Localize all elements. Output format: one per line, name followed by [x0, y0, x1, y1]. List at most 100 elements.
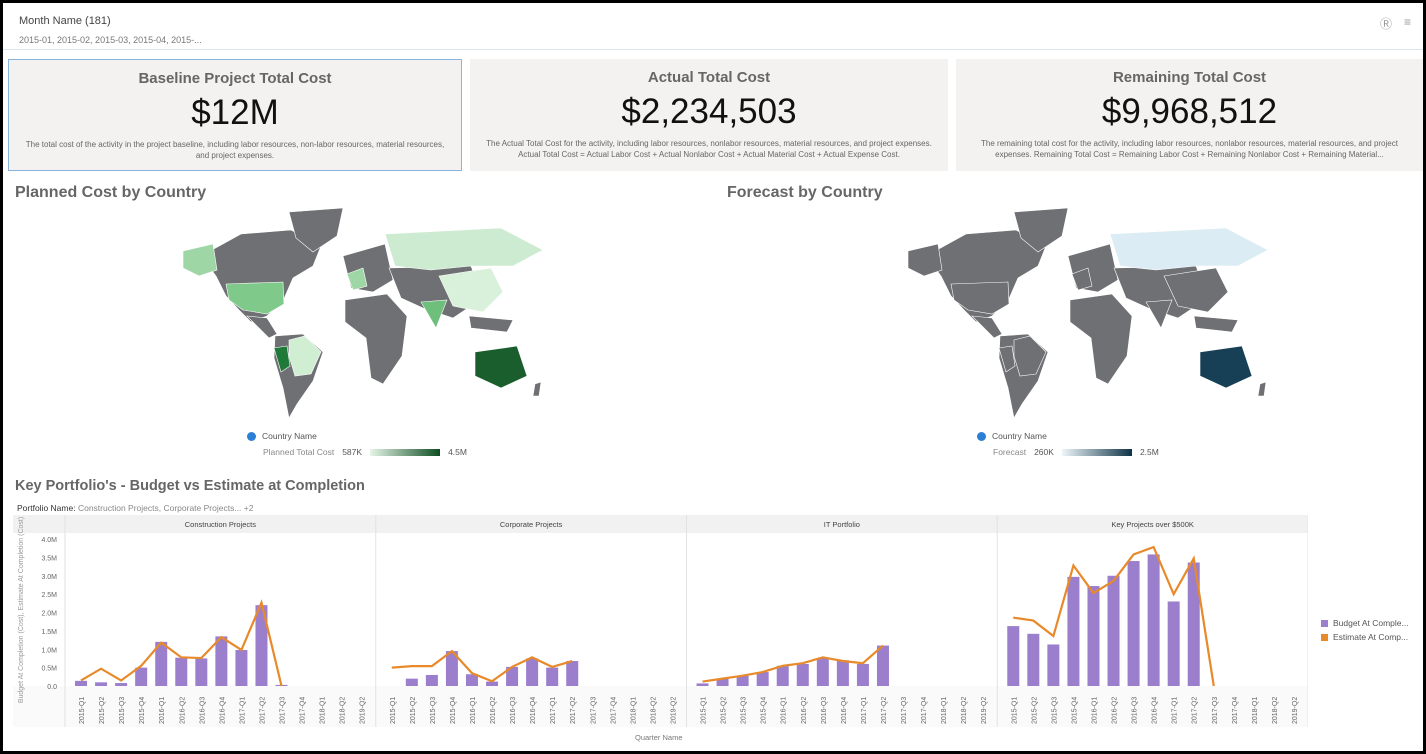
budget-bar[interactable]	[796, 663, 809, 686]
country-europe-west[interactable]	[346, 267, 368, 291]
country-russia[interactable]	[1109, 227, 1269, 271]
country-india[interactable]	[420, 299, 448, 329]
budget-bar[interactable]	[1107, 575, 1120, 686]
country-australia[interactable]	[474, 345, 528, 389]
budget-bar[interactable]	[1127, 561, 1140, 686]
country-greenland[interactable]	[1013, 207, 1069, 253]
month-name-filter[interactable]: Month Name (181) 2015-01, 2015-02, 2015-…	[19, 15, 202, 45]
budget-bar[interactable]	[716, 678, 729, 686]
country-china[interactable]	[1163, 267, 1229, 313]
country-peru[interactable]	[998, 345, 1016, 373]
country-europe-west[interactable]	[1071, 267, 1093, 291]
country-brazil[interactable]	[288, 335, 322, 377]
budget-bar[interactable]	[696, 683, 709, 686]
x-axis-title: Quarter Name	[635, 733, 683, 742]
legend-label: Budget At Comple...	[1333, 618, 1409, 628]
budget-bar[interactable]	[75, 680, 88, 686]
kpi-card-remaining[interactable]: Remaining Total Cost $9,968,512 The rema…	[956, 59, 1423, 171]
estimate-line[interactable]	[702, 644, 884, 683]
budget-bar[interactable]	[95, 682, 108, 686]
country-new-zealand[interactable]	[532, 381, 542, 397]
budget-bar[interactable]	[1067, 576, 1080, 686]
kpi-card-actual[interactable]: Actual Total Cost $2,234,503 The Actual …	[470, 59, 948, 171]
budget-bar[interactable]	[1087, 586, 1100, 686]
budget-bar[interactable]	[115, 683, 128, 686]
budget-bar[interactable]	[1027, 633, 1040, 686]
kpi-card-baseline[interactable]: Baseline Project Total Cost $12M The tot…	[8, 59, 462, 171]
budget-bar[interactable]	[465, 674, 478, 686]
x-tick-label: 2019-Q2	[670, 697, 677, 724]
filter-values: 2015-01, 2015-02, 2015-03, 2015-04, 2015…	[19, 35, 202, 45]
x-tick-label: 2016-Q1	[1091, 697, 1098, 724]
budget-bar[interactable]	[155, 641, 168, 686]
estimate-line[interactable]	[1013, 545, 1215, 687]
country-europe[interactable]	[342, 243, 394, 293]
country-india[interactable]	[1145, 299, 1173, 329]
country-central-america[interactable]	[246, 315, 278, 339]
budget-bar[interactable]	[135, 667, 148, 686]
budget-bar[interactable]	[195, 658, 208, 686]
budget-bar[interactable]	[1187, 562, 1200, 686]
country-peru[interactable]	[273, 345, 291, 373]
country-southeast-asia[interactable]	[468, 315, 514, 333]
kpi-description: The remaining total cost for the activit…	[981, 139, 1398, 159]
country-china[interactable]	[438, 267, 504, 313]
country-us[interactable]	[225, 281, 285, 315]
budget-bar[interactable]	[1147, 554, 1160, 686]
budget-bar[interactable]	[1167, 601, 1180, 686]
budget-bar[interactable]	[876, 645, 889, 686]
budget-bar[interactable]	[175, 657, 188, 686]
legend-label: Estimate At Comp...	[1333, 632, 1409, 642]
forecast-map-legend: Country Name Forecast 260K 2.5M	[977, 431, 1159, 457]
planned-cost-map[interactable]	[171, 206, 551, 421]
budget-bar[interactable]	[856, 663, 869, 686]
country-russia[interactable]	[384, 227, 544, 271]
country-central-america[interactable]	[971, 315, 1003, 339]
country-brazil[interactable]	[1013, 335, 1047, 377]
budget-bar[interactable]	[546, 667, 559, 686]
budget-bar[interactable]	[566, 661, 579, 686]
budget-bar[interactable]	[255, 605, 268, 686]
budget-bar[interactable]	[445, 651, 458, 686]
country-greenland[interactable]	[288, 207, 344, 253]
country-australia[interactable]	[1199, 345, 1253, 389]
budget-bar[interactable]	[405, 678, 418, 686]
country-us[interactable]	[950, 281, 1010, 315]
budget-bar[interactable]	[215, 636, 228, 686]
budget-bar[interactable]	[506, 666, 519, 686]
menu-icon[interactable]: ≡	[1403, 15, 1411, 29]
country-new-zealand[interactable]	[1257, 381, 1267, 397]
country-europe[interactable]	[1067, 243, 1119, 293]
legend-item-budget[interactable]: Budget At Comple...	[1321, 618, 1409, 628]
x-tick-label: 2018-Q2	[650, 697, 657, 724]
country-shape-icon	[977, 431, 986, 441]
country-africa[interactable]	[1069, 293, 1133, 385]
country-africa[interactable]	[344, 293, 408, 385]
estimate-line[interactable]	[391, 649, 573, 683]
budget-bar[interactable]	[776, 665, 789, 686]
budget-bar[interactable]	[1007, 626, 1020, 686]
x-tick-label: 2019-Q2	[360, 697, 367, 724]
country-southeast-asia[interactable]	[1193, 315, 1239, 333]
country-alaska[interactable]	[907, 243, 943, 277]
budget-bar[interactable]	[425, 674, 438, 686]
budget-bar[interactable]	[836, 660, 849, 686]
budget-bar[interactable]	[235, 649, 248, 686]
x-tick-label: 2017-Q1	[1172, 697, 1179, 724]
x-tick-label: 2016-Q2	[490, 697, 497, 724]
country-alaska[interactable]	[182, 243, 218, 277]
budget-bar[interactable]	[526, 658, 539, 686]
budget-vs-estimate-chart[interactable]: Budget At Completion (Cost), Estimate At…	[13, 515, 1308, 727]
budget-bar[interactable]	[486, 681, 499, 686]
forecast-map[interactable]	[896, 206, 1276, 421]
estimate-line[interactable]	[80, 599, 283, 687]
help-icon[interactable]: Ⓡ	[1379, 17, 1392, 31]
budget-bar[interactable]	[816, 658, 829, 686]
legend-item-estimate[interactable]: Estimate At Comp...	[1321, 632, 1409, 642]
x-tick-label: 2017-Q4	[610, 697, 617, 724]
budget-bar[interactable]	[756, 672, 769, 686]
portfolio-filter[interactable]: Portfolio Name: Construction Projects, C…	[17, 503, 253, 513]
budget-bar[interactable]	[736, 675, 749, 686]
budget-bar[interactable]	[1047, 644, 1060, 686]
chart-legend: Budget At Comple... Estimate At Comp...	[1321, 618, 1409, 646]
